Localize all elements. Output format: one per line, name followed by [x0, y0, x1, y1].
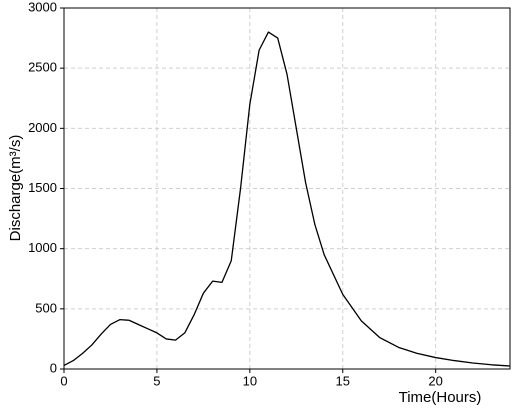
y-tick-label: 3000 — [28, 0, 57, 14]
x-tick-label: 0 — [60, 373, 67, 388]
x-tick-label: 15 — [336, 373, 350, 388]
y-axis-label: Discharge(m³/s) — [7, 135, 24, 242]
y-tick-label: 1000 — [28, 240, 57, 255]
data-line — [63, 31, 511, 367]
y-tick-label: 1500 — [28, 180, 57, 195]
plot-frame — [63, 7, 511, 370]
y-tick-label: 500 — [35, 300, 57, 315]
y-tick-label: 2500 — [28, 60, 57, 75]
x-axis-label: Time(Hours) — [399, 389, 482, 406]
x-tick-label: 10 — [243, 373, 257, 388]
x-tick-label: 20 — [428, 373, 442, 388]
y-tick-label: 0 — [50, 360, 57, 375]
x-tick-label: 5 — [153, 373, 160, 388]
y-tick-label: 2000 — [28, 120, 57, 135]
